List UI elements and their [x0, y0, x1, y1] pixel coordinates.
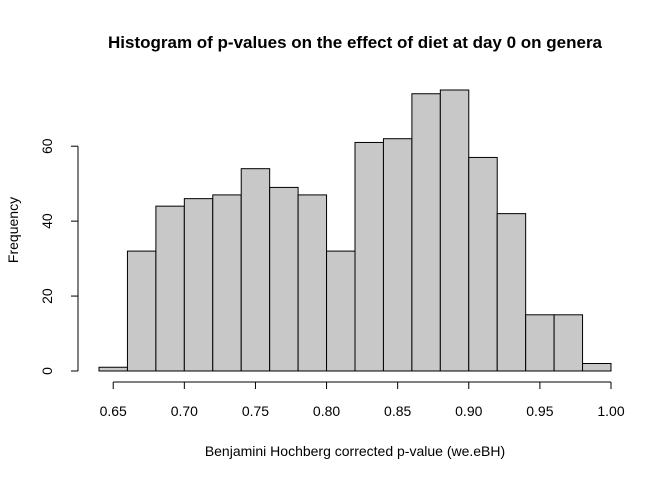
x-tick-label: 0.80 [313, 403, 340, 419]
bars-layer [98, 89, 612, 372]
histogram-bar-14 [496, 213, 527, 372]
x-tick-label: 0.65 [100, 403, 127, 419]
x-tick-label: 1.00 [597, 403, 624, 419]
histogram-bar-16 [553, 314, 584, 372]
histogram-bar-15 [525, 314, 555, 372]
x-axis-label: Benjamini Hochberg corrected p-value (we… [205, 443, 505, 459]
y-tick-label: 60 [39, 138, 55, 154]
histogram-bar-5 [240, 168, 271, 372]
histogram-bar-6 [269, 186, 299, 372]
histogram-bar-17 [582, 363, 612, 372]
x-tick-label: 0.85 [384, 403, 411, 419]
histogram-bar-13 [468, 156, 498, 372]
y-axis: 0 20 40 60 [39, 138, 79, 375]
y-tick-label: 20 [39, 288, 55, 304]
histogram-bar-2 [155, 205, 185, 372]
histogram-bar-3 [183, 198, 214, 372]
x-tick-label: 0.90 [455, 403, 482, 419]
y-tick-label: 0 [39, 367, 55, 375]
histogram-bar-11 [411, 93, 441, 372]
x-tick-label: 0.95 [526, 403, 553, 419]
histogram-bar-4 [212, 194, 242, 372]
chart-title: Histogram of p-values on the effect of d… [108, 33, 603, 52]
histogram-bar-1 [126, 250, 157, 372]
histogram-bar-0 [98, 366, 128, 372]
y-tick-label: 40 [39, 213, 55, 229]
histogram-bar-8 [326, 250, 356, 372]
histogram-bar-7 [297, 194, 328, 372]
x-axis: 0.65 0.70 0.75 0.80 0.85 0.90 0.95 1.00 [100, 381, 625, 419]
x-tick-label: 0.70 [171, 403, 198, 419]
histogram-bar-12 [439, 89, 470, 372]
histogram-bar-10 [382, 138, 413, 372]
x-tick-label: 0.75 [242, 403, 269, 419]
histogram-bar-9 [354, 141, 384, 372]
y-axis-label: Frequency [5, 197, 21, 263]
